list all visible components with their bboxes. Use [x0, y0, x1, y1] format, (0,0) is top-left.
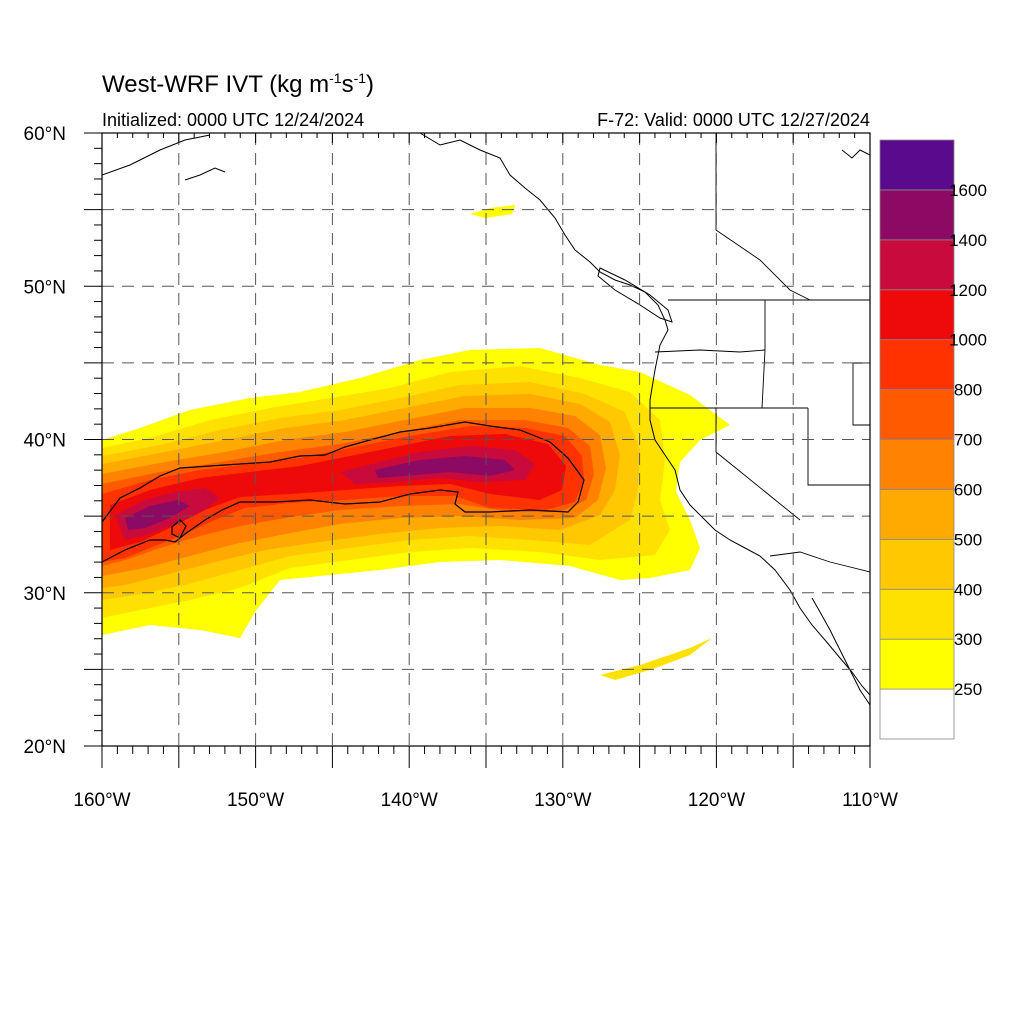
colorbar-bin [879, 638, 955, 690]
colorbar-label: 800 [954, 381, 982, 400]
colorbar-label: 400 [954, 580, 982, 599]
alaska-coast [102, 134, 211, 176]
bc-alberta-border [715, 133, 811, 301]
colorbar-bin [879, 139, 955, 191]
colorbar-label: 1400 [949, 231, 987, 250]
ivt-250-patch-alaska [470, 205, 515, 218]
colorbar-bin [879, 289, 955, 341]
colorbar-label: 1000 [949, 331, 987, 350]
wyoming-border [852, 362, 870, 426]
oregon-washington-border [654, 349, 766, 353]
colorbar-bin [879, 489, 955, 540]
y-tick-label: 60°N [24, 124, 66, 145]
x-tick-label: 150°W [227, 790, 284, 811]
x-tick-label: 120°W [688, 790, 745, 811]
colorbar-bin [879, 688, 955, 740]
colorbar-bin [879, 189, 955, 241]
x-tick-label: 160°W [73, 790, 130, 811]
ivt-contour-line [102, 421, 585, 563]
colorbar-label: 250 [954, 680, 982, 699]
axes: 160°W 150°W 140°W 130°W 120°W 110°W 60°N 50°N 40… [24, 124, 898, 811]
mexico-border [769, 551, 870, 573]
vancouver-island [597, 267, 673, 323]
ivt-300-patch-south [600, 638, 712, 680]
ivt-shading [102, 205, 730, 680]
colorbar-label: 1200 [949, 281, 987, 300]
initialized-time-label: Initialized: 0000 UTC 12/24/2024 [102, 110, 365, 130]
colorbar-label: 1600 [949, 181, 987, 200]
y-tick-label: 20°N [24, 737, 66, 758]
ivt-1400-region [125, 456, 515, 530]
y-tick-label: 40°N [24, 431, 66, 452]
baja-east-coast [811, 597, 870, 706]
colorbar-bin [879, 588, 955, 640]
colorbar-label: 500 [954, 530, 982, 549]
colorbar: 250 300 400 500 600 700 800 1000 1200 1400 1600 [879, 139, 987, 740]
colorbar-bin [879, 339, 955, 390]
idaho-border [761, 300, 766, 409]
x-tick-label: 110°W [842, 790, 898, 811]
x-tick-label: 130°W [534, 790, 591, 811]
colorbar-label: 600 [954, 480, 982, 499]
aleutian-fragment [184, 167, 226, 181]
colorbar-bin [879, 389, 955, 440]
y-tick-label: 50°N [24, 277, 66, 298]
map-title: West-WRF IVT (kg m-1s-1) [102, 70, 375, 98]
colorbar-bin [879, 439, 955, 490]
colorbar-bin [879, 538, 955, 590]
lat-lon-grid [102, 133, 870, 746]
x-tick-label: 140°W [381, 790, 438, 811]
colorbar-label: 700 [954, 431, 982, 450]
colorbar-bin [879, 239, 955, 291]
y-tick-label: 30°N [24, 584, 66, 605]
utah-border [807, 408, 870, 486]
forecast-valid-time-label: F-72: Valid: 0000 UTC 12/27/2024 [597, 110, 870, 130]
colorbar-label: 300 [954, 630, 982, 649]
